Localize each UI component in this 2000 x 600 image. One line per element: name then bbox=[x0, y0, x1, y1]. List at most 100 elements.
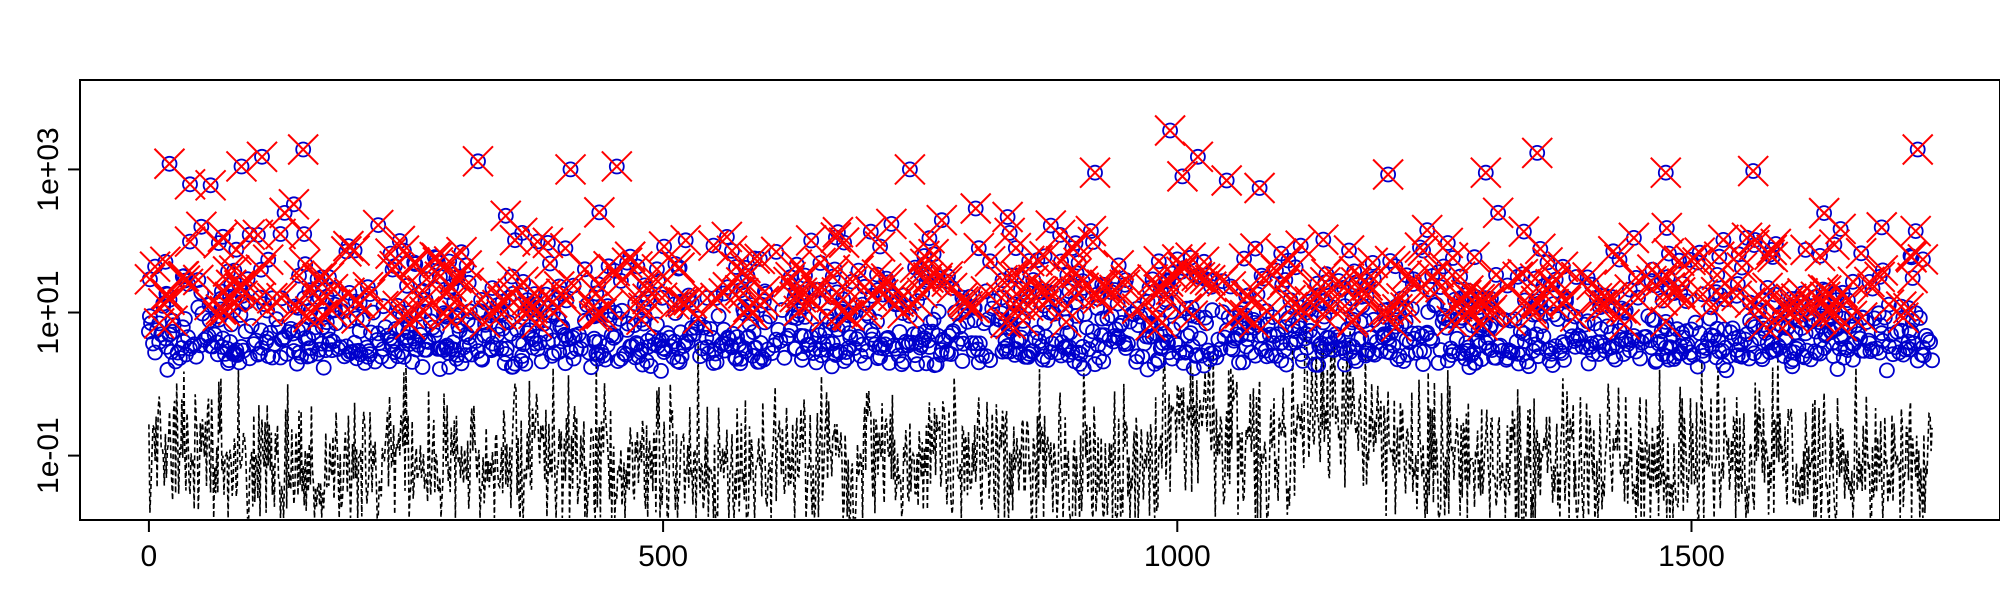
circle-point bbox=[925, 311, 942, 328]
cross-point bbox=[1674, 244, 1707, 276]
cross-point bbox=[1077, 226, 1109, 258]
circle-point bbox=[407, 256, 424, 273]
line-segment bbox=[1320, 329, 1384, 488]
cross-point bbox=[394, 308, 426, 340]
circle-point bbox=[295, 141, 312, 158]
cross-point bbox=[1390, 259, 1423, 291]
circle-point bbox=[715, 321, 732, 338]
line-segment bbox=[703, 399, 767, 519]
circle-point bbox=[1516, 325, 1532, 342]
x-tick-label: 0 bbox=[141, 540, 158, 573]
circle-point bbox=[629, 336, 646, 353]
circle-point bbox=[986, 293, 1003, 310]
circle-point bbox=[1677, 338, 1694, 355]
circle-point bbox=[840, 340, 857, 357]
cross-point bbox=[728, 297, 761, 330]
circle-point bbox=[1341, 242, 1357, 259]
cross-point bbox=[1182, 141, 1214, 173]
cross-point bbox=[864, 230, 896, 263]
circle-point bbox=[918, 355, 935, 372]
circle-point bbox=[1554, 345, 1570, 362]
cross-point bbox=[1333, 234, 1365, 267]
cross-point bbox=[1194, 264, 1226, 296]
cross-point bbox=[1494, 304, 1527, 337]
circle-point bbox=[1556, 351, 1572, 368]
cross-point bbox=[388, 234, 420, 267]
cross-point bbox=[168, 260, 200, 292]
circle-point bbox=[188, 348, 205, 365]
circle-point bbox=[1001, 224, 1018, 241]
circle-point bbox=[243, 318, 260, 334]
cross-point bbox=[872, 266, 905, 299]
circle-point bbox=[526, 286, 543, 303]
cross-point bbox=[1760, 228, 1792, 260]
circle-point bbox=[1826, 236, 1843, 253]
cross-point bbox=[1515, 293, 1547, 325]
cross-point bbox=[432, 276, 464, 308]
circle-point bbox=[1364, 254, 1381, 271]
line-segment bbox=[826, 390, 891, 519]
circle-point bbox=[1251, 180, 1268, 196]
cross-point bbox=[1824, 213, 1857, 245]
line-segment bbox=[1073, 368, 1137, 519]
cross-point bbox=[926, 204, 958, 236]
cross-point bbox=[1424, 271, 1457, 303]
cross-point bbox=[621, 250, 654, 283]
circle-point bbox=[498, 340, 515, 357]
cross-point bbox=[1210, 164, 1243, 197]
circle-point bbox=[1839, 292, 1856, 309]
circle-point bbox=[1527, 336, 1544, 353]
cross-point bbox=[319, 288, 351, 321]
circle-point bbox=[993, 305, 1010, 322]
circle-point bbox=[1111, 317, 1128, 334]
circle-point bbox=[1529, 144, 1546, 161]
circle-point bbox=[1085, 323, 1101, 340]
circle-point bbox=[1273, 352, 1290, 369]
circle-point bbox=[1907, 223, 1924, 240]
cross-point bbox=[1670, 285, 1703, 317]
circle-point bbox=[870, 282, 886, 299]
x-axis: 0 500 1000 1500 bbox=[141, 520, 1725, 573]
circle-point bbox=[260, 251, 277, 268]
cross-point bbox=[1476, 294, 1508, 326]
circle-point bbox=[1745, 163, 1762, 179]
cross-point bbox=[1241, 278, 1274, 311]
circle-point bbox=[1424, 332, 1441, 349]
cross-point bbox=[738, 242, 771, 275]
circle-point bbox=[414, 359, 431, 375]
circle-point bbox=[1535, 328, 1552, 345]
circle-point bbox=[1080, 341, 1097, 358]
cross-point bbox=[1885, 290, 1917, 323]
circle-point bbox=[1853, 245, 1870, 262]
circle-point bbox=[1715, 231, 1732, 248]
cross-point bbox=[1482, 197, 1514, 229]
circle-point bbox=[206, 326, 223, 343]
cross-point bbox=[288, 218, 320, 250]
y-tick-label: 1e-01 bbox=[32, 417, 65, 494]
circle-point bbox=[1521, 358, 1537, 375]
circle-point bbox=[1702, 310, 1718, 327]
circle-point bbox=[558, 328, 575, 344]
circle-point bbox=[474, 351, 491, 368]
x-tick-label: 500 bbox=[638, 540, 688, 573]
circle-point bbox=[728, 350, 744, 367]
cross-point bbox=[1666, 267, 1698, 300]
cross-point bbox=[1063, 277, 1096, 310]
line-segment bbox=[1690, 361, 1754, 519]
circle-point bbox=[1567, 338, 1584, 355]
cross-point bbox=[445, 236, 478, 268]
cross-point bbox=[251, 294, 283, 327]
circle-point bbox=[1129, 348, 1146, 365]
circle-point bbox=[370, 217, 387, 234]
cross-point bbox=[313, 261, 345, 293]
circle-point bbox=[577, 261, 593, 278]
cross-point bbox=[996, 259, 1028, 292]
cross-point bbox=[1757, 241, 1789, 273]
circle-point bbox=[1422, 330, 1439, 347]
circle-point bbox=[276, 204, 293, 221]
cross-point bbox=[245, 253, 277, 286]
circle-point bbox=[893, 356, 910, 373]
circle-point bbox=[605, 329, 622, 346]
cross-point bbox=[1407, 234, 1439, 267]
cross-point bbox=[332, 230, 365, 262]
